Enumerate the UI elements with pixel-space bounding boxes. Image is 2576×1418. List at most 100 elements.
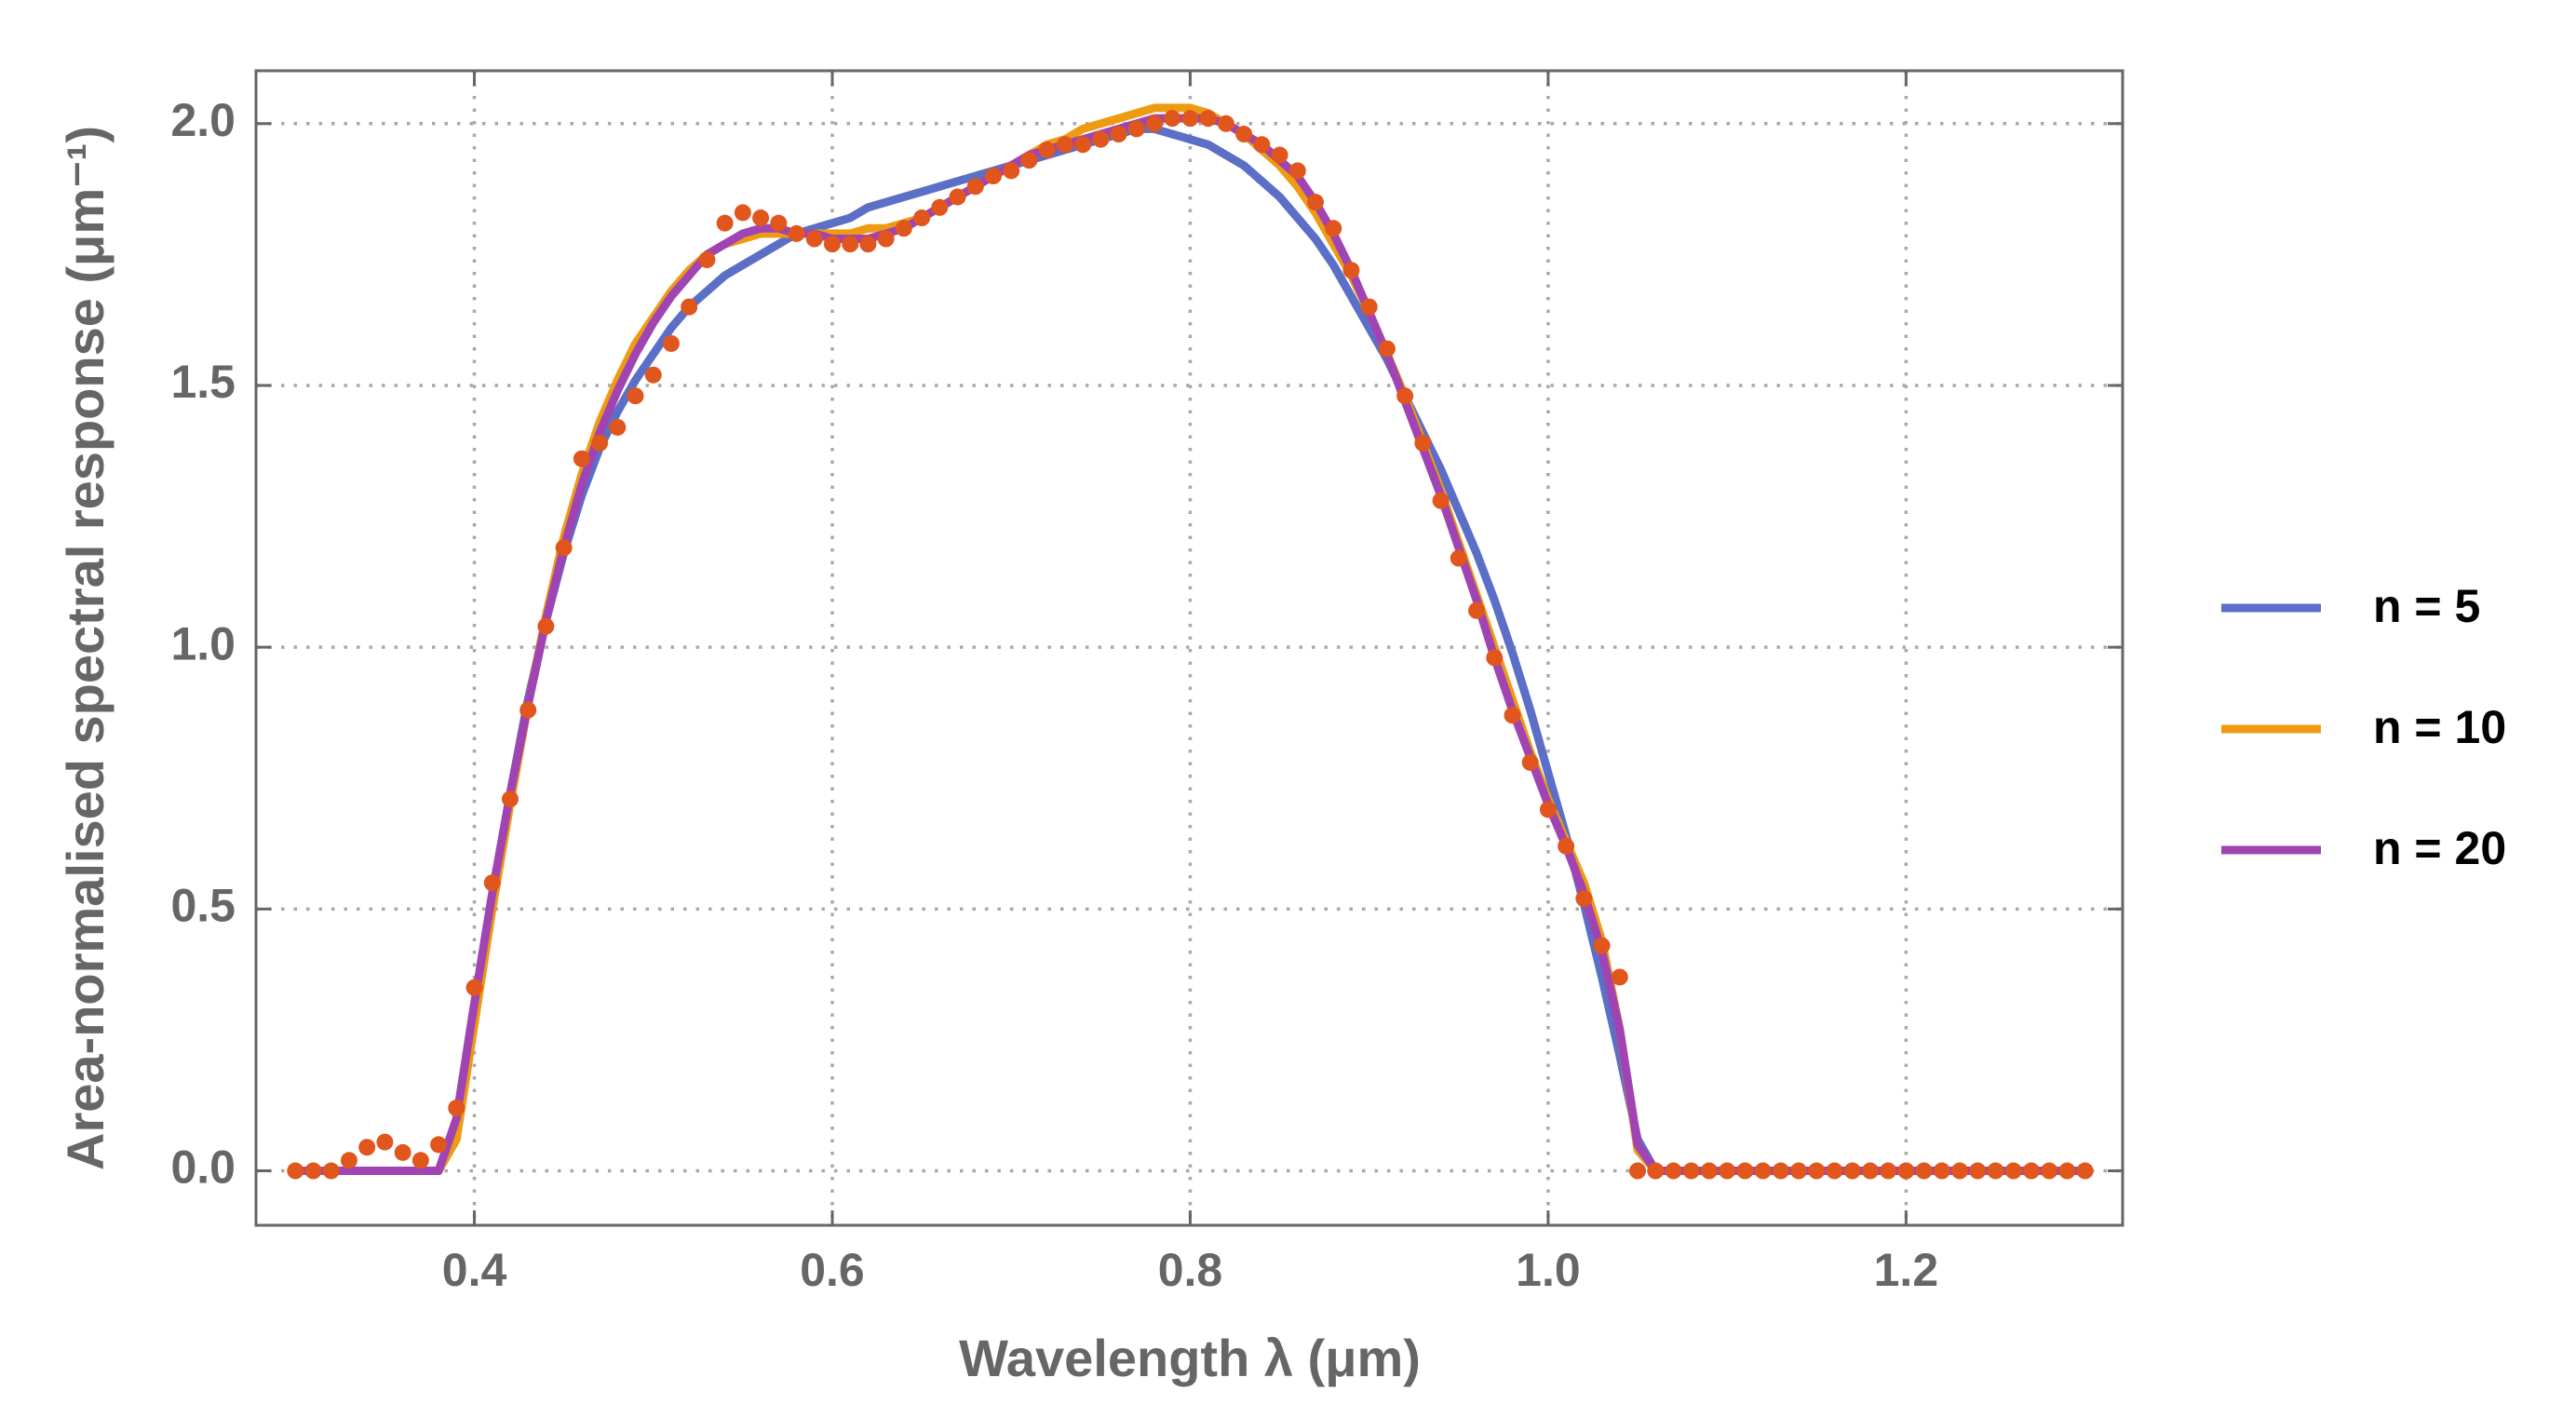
point	[1450, 549, 1467, 567]
point	[1611, 968, 1628, 986]
point	[376, 1133, 394, 1151]
line	[295, 114, 2085, 1176]
point	[465, 979, 483, 996]
point	[662, 334, 680, 352]
point	[681, 298, 698, 316]
point	[805, 230, 823, 248]
legend-label: n = 10	[2373, 701, 2506, 753]
x-axis-label: Wavelength λ (μm)	[959, 1329, 1421, 1387]
x-tick-label: 1.2	[1874, 1244, 1939, 1296]
point	[2004, 1162, 2022, 1180]
point	[1933, 1162, 1950, 1180]
point	[931, 198, 949, 216]
point	[287, 1162, 304, 1180]
point	[411, 1152, 429, 1169]
point	[1897, 1162, 1915, 1180]
point	[501, 790, 519, 808]
point	[823, 236, 841, 253]
y-tick-label: 2.0	[170, 94, 236, 146]
point	[1164, 110, 1181, 128]
point	[1880, 1162, 1897, 1180]
point	[1020, 152, 1038, 169]
point	[1307, 194, 1325, 211]
point	[1504, 707, 1521, 724]
point	[859, 236, 877, 253]
point	[1432, 492, 1450, 509]
point	[1074, 136, 1092, 154]
point	[1700, 1162, 1718, 1180]
point	[448, 1100, 465, 1117]
point	[1665, 1162, 1682, 1180]
point	[842, 236, 859, 253]
point	[322, 1162, 340, 1180]
plot-frame	[254, 69, 2124, 1227]
point	[555, 539, 573, 557]
point	[788, 224, 805, 242]
point	[394, 1143, 411, 1161]
point	[1772, 1162, 1789, 1180]
point	[1754, 1162, 1772, 1180]
point	[1199, 110, 1217, 128]
point	[1325, 220, 1342, 237]
point	[519, 701, 537, 719]
y-tick-label: 0.0	[170, 1141, 236, 1194]
point	[1003, 162, 1020, 180]
y-tick-label: 1.5	[170, 356, 236, 408]
legend-label: n = 20	[2373, 822, 2506, 874]
point	[1253, 136, 1271, 154]
point	[1110, 126, 1127, 143]
point	[1414, 434, 1432, 452]
legend-label: n = 5	[2373, 580, 2480, 632]
point	[1217, 115, 1234, 132]
point	[698, 251, 716, 269]
point	[609, 418, 627, 436]
y-tick-label: 0.5	[170, 880, 236, 932]
point	[1235, 126, 1253, 143]
point	[304, 1162, 322, 1180]
point	[1826, 1162, 1843, 1180]
point	[913, 209, 931, 227]
point	[1146, 115, 1164, 132]
point	[1056, 136, 1073, 154]
point	[1647, 1162, 1665, 1180]
point	[1092, 130, 1110, 148]
point	[2076, 1162, 2094, 1180]
y-axis-label: Area-normalised spectral response (μm⁻¹)	[56, 126, 115, 1170]
point	[358, 1139, 376, 1156]
point	[1486, 649, 1504, 667]
point	[1987, 1162, 2004, 1180]
point	[627, 387, 644, 405]
point	[1521, 753, 1539, 771]
point	[1181, 110, 1199, 128]
point	[1843, 1162, 1861, 1180]
x-tick-label: 0.4	[442, 1244, 507, 1296]
point	[1736, 1162, 1754, 1180]
point	[1539, 801, 1557, 818]
point	[1468, 601, 1486, 619]
point	[1288, 162, 1306, 180]
point	[1719, 1162, 1736, 1180]
point	[752, 209, 770, 227]
point	[1396, 387, 1414, 405]
point	[340, 1152, 357, 1169]
point	[1342, 262, 1360, 279]
point	[2041, 1162, 2058, 1180]
point	[1951, 1162, 1969, 1180]
point	[2022, 1162, 2040, 1180]
point	[1558, 837, 1575, 855]
point	[1378, 340, 1396, 358]
point	[537, 617, 555, 635]
point	[1969, 1162, 1987, 1180]
y-tick-label: 1.0	[170, 617, 236, 669]
point	[734, 204, 751, 222]
x-tick-label: 0.8	[1158, 1244, 1223, 1296]
point	[770, 214, 788, 232]
point	[1575, 890, 1593, 908]
point	[966, 178, 984, 196]
point	[573, 450, 590, 467]
point	[591, 434, 609, 452]
x-tick-label: 1.0	[1516, 1244, 1581, 1296]
point	[1038, 141, 1056, 158]
point	[644, 366, 662, 384]
